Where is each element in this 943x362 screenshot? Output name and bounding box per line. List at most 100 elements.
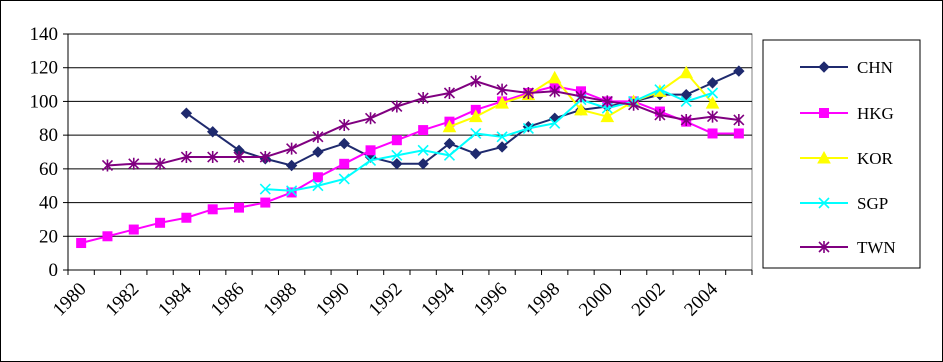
data-point-chn (180, 107, 193, 119)
data-point-twn (628, 98, 640, 111)
legend: CHN HKG KOR SGP TWN (762, 39, 921, 269)
data-point-hkg (286, 187, 297, 198)
data-point-hkg (339, 158, 350, 169)
data-point-chn (443, 137, 456, 150)
data-point-twn (417, 92, 429, 105)
data-point-hkg (418, 125, 429, 136)
data-point-sgp (706, 87, 719, 99)
data-point-kor (705, 96, 720, 109)
data-point-twn (601, 95, 613, 108)
data-point-hkg (733, 128, 744, 139)
data-point-sgp (391, 149, 403, 161)
data-point-twn (733, 113, 745, 126)
y-tick-label: 20 (39, 226, 58, 247)
series-twn (101, 75, 745, 172)
data-point-twn (470, 75, 482, 88)
data-point-chn (391, 158, 403, 170)
data-point-hkg (260, 197, 271, 208)
data-point-twn (312, 130, 324, 143)
data-point-kor (442, 119, 457, 133)
data-point-chn (706, 77, 719, 89)
legend-label-hkg: HKG (857, 104, 894, 123)
y-tick-label: 0 (49, 260, 59, 281)
data-point-kor (547, 70, 562, 84)
data-point-twn (364, 112, 377, 125)
data-point-twn (391, 100, 403, 113)
data-point-twn (549, 85, 561, 98)
legend-entry-kor: KOR (800, 149, 894, 168)
data-point-chn (417, 158, 429, 170)
data-point-sgp (417, 144, 429, 156)
data-point-twn (154, 157, 166, 170)
legend-entry-twn: TWN (800, 238, 896, 257)
y-tick-label: 80 (39, 125, 58, 146)
data-point-sgp (312, 180, 324, 192)
data-point-sgp (364, 154, 377, 166)
legend-label-twn: TWN (857, 238, 896, 257)
axes (63, 33, 753, 275)
data-point-hkg (181, 212, 192, 223)
data-point-sgp (338, 173, 350, 185)
data-point-twn (443, 87, 456, 99)
data-point-chn (496, 141, 508, 153)
data-point-twn (180, 151, 192, 164)
data-point-twn (680, 113, 692, 126)
data-point-chn (733, 65, 745, 77)
y-tick-label: 140 (30, 24, 59, 45)
data-point-twn (522, 87, 534, 99)
data-point-twn (128, 157, 140, 170)
data-point-hkg (312, 172, 323, 183)
data-point-sgp (470, 127, 482, 140)
y-tick-label: 40 (39, 193, 58, 214)
y-tick-label: 100 (30, 91, 59, 112)
data-point-chn (206, 126, 219, 138)
data-point-kor (679, 65, 694, 79)
y-tick-label: 60 (39, 159, 58, 180)
data-point-sgp (496, 131, 508, 143)
y-tick-labels: 0 20 40 60 80 100 120 140 (30, 24, 59, 281)
data-point-chn (680, 88, 692, 101)
data-point-hkg (707, 128, 718, 139)
legend-marker-hkg (819, 108, 829, 118)
data-point-sgp (286, 185, 298, 197)
data-point-hkg (155, 217, 166, 228)
legend-label-chn: CHN (857, 58, 893, 77)
data-point-twn (338, 119, 350, 132)
data-point-sgp (443, 149, 456, 161)
legend-label-kor: KOR (857, 149, 894, 168)
data-point-kor (468, 109, 483, 123)
data-point-sgp (680, 95, 692, 107)
data-point-twn (259, 151, 271, 164)
data-point-hkg (128, 224, 139, 235)
data-point-hkg (76, 238, 87, 249)
data-point-twn (207, 151, 219, 164)
legend-marker-kor (817, 150, 831, 164)
data-point-chn (285, 159, 298, 172)
data-point-chn (312, 146, 324, 158)
data-point-twn (654, 108, 666, 121)
data-point-chn (470, 147, 482, 160)
data-point-kor (495, 96, 509, 109)
legend-entry-sgp: SGP (800, 194, 888, 213)
data-point-chn (338, 137, 350, 150)
y-tick-label: 120 (30, 58, 59, 79)
data-point-sgp (549, 117, 561, 129)
data-point-hkg (234, 202, 244, 213)
data-point-hkg (207, 204, 218, 215)
legend-marker-twn (818, 241, 830, 253)
data-point-sgp (522, 122, 534, 134)
data-point-kor (600, 109, 615, 123)
data-point-hkg (391, 135, 402, 146)
data-point-twn (575, 90, 587, 103)
data-point-twn (496, 83, 508, 96)
series-line-chn (185, 70, 740, 167)
data-point-twn (101, 159, 114, 172)
data-point-twn (233, 151, 245, 164)
legend-entry-hkg: HKG (800, 104, 894, 123)
data-point-hkg (102, 231, 113, 242)
series-layer (76, 65, 745, 249)
legend-entry-chn: CHN (800, 58, 893, 77)
data-point-kor (574, 102, 588, 116)
